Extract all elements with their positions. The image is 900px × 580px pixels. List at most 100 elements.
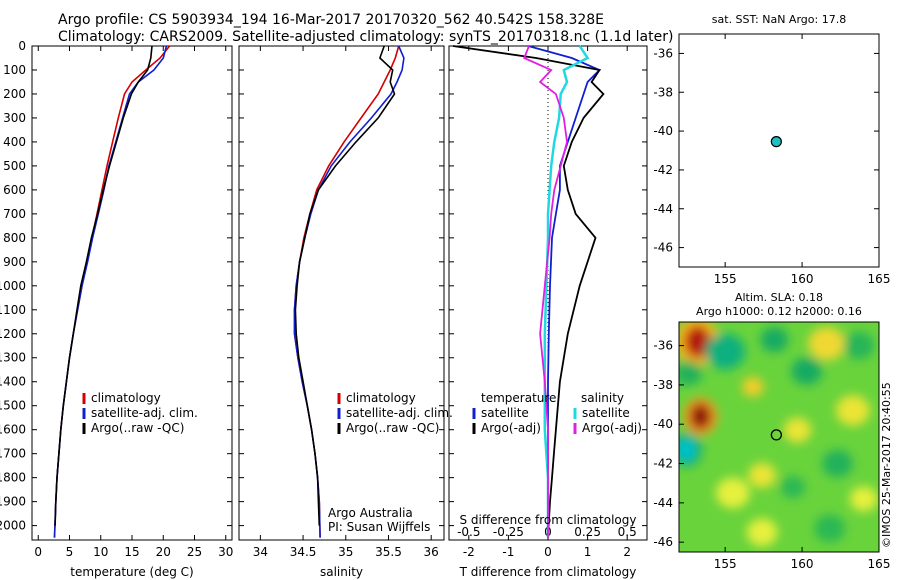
sla-cell [843,331,875,360]
temp-legend-2-label: Argo(..raw -QC) [91,421,184,435]
sla-cell [760,327,789,353]
sla-x-tick-label: 155 [714,557,737,571]
diff-legend-s-argo-label: Argo(-adj) [582,421,642,435]
sla-cell [715,477,750,509]
diff-series-1 [452,45,605,538]
sla-y-tick-label: -42 [653,457,673,471]
diff-x-tick-label: 0 [544,545,552,559]
depth-tick-label: 1500 [0,399,26,413]
sst-y-tick-label: -38 [653,85,673,99]
sla-x-tick-label: 165 [868,557,891,571]
temp-series-2 [54,45,153,526]
depth-tick-label: 1000 [0,279,26,293]
temp-x-tick-label: 15 [124,545,139,559]
temp-x-tick-label: 0 [34,545,42,559]
sla-cell [679,360,703,386]
sst-map-title: sat. SST: NaN Argo: 17.8 [712,13,846,26]
sal-xlabel: salinity [320,565,363,579]
sla-field [679,322,878,547]
temp-legend-1-label: satellite-adj. clim. [91,406,198,420]
depth-tick-label: 1200 [0,327,26,341]
sla-profile-marker [770,429,783,441]
depth-tick-label: 300 [3,111,26,125]
depth-tick-label: 1700 [0,447,26,461]
depth-tick-label: 1300 [0,351,26,365]
diff-x-tick-label: 1 [584,545,592,559]
sst-y-tick-label: -42 [653,163,673,177]
sla-cell [705,333,746,370]
sla-title-1: Altim. SLA: 0.18 [735,291,823,304]
diff-x-tick-label: -1 [502,545,514,559]
sla-cell [746,518,778,547]
diff-x2label: S difference from climatology [460,513,637,527]
depth-tick-label: 1800 [0,471,26,485]
sla-cell [684,325,711,358]
sla-y-tick-label: -36 [653,339,673,353]
diff-legend-s-sat-label: satellite [582,406,630,420]
depth-tick-label: 200 [3,87,26,101]
temp-x-tick-label: 30 [218,545,233,559]
sla-y-tick-label: -44 [653,496,673,510]
sla-cell [748,462,776,488]
sst-x-tick-label: 165 [868,272,891,286]
sla-x-tick-label: 160 [791,557,814,571]
title-line-2: Climatology: CARS2009. Satellite-adjuste… [58,29,674,45]
diff-legend-t-argo-label: Argo(-adj) [481,421,541,435]
temp-series-1 [53,45,168,538]
sla-cell [849,486,878,512]
sst-map-axes [678,33,880,268]
depth-tick-label: 600 [3,183,26,197]
title-line-1: Argo profile: CS 5903934_194 16-Mar-2017… [58,12,605,28]
sst-x-tick-label: 160 [791,272,814,286]
diff-x2-tick-label: 0.5 [618,525,637,539]
diff-legend-title-s: salinity [581,391,624,405]
sst-y-tick-label: -44 [653,202,673,216]
sst-x-tick-label: 155 [714,272,737,286]
temp-xlabel: temperature (deg C) [70,565,193,579]
sla-cell [835,395,870,426]
sla-heatmap [679,322,879,552]
sal-legend-0-label: climatology [346,391,416,405]
depth-tick-label: 1600 [0,423,26,437]
sal-series-0 [293,45,400,538]
sst-profile-marker [770,136,782,148]
depth-tick-label: 400 [3,135,26,149]
sal-legend-2-label: Argo(..raw -QC) [346,421,439,435]
diff-legend-t-sat-label: satellite [481,406,529,420]
sla-cell [822,449,853,478]
temp-legend-0-label: climatology [91,391,161,405]
sla-cell [690,403,711,430]
temp-x-tick-label: 20 [156,545,171,559]
temp-x-tick-label: 10 [93,545,108,559]
depth-tick-label: 1100 [0,303,26,317]
depth-tick-label: 800 [3,231,26,245]
sla-y-tick-label: -46 [653,535,673,549]
sal-series-1 [293,45,405,538]
sal-x-tick-label: 34.5 [290,545,317,559]
sla-cell [808,327,846,361]
depth-tick-label: 2000 [0,519,26,533]
diff-x2-tick-label: -0.25 [493,525,524,539]
diff-x-tick-label: 2 [623,545,631,559]
temp-x-tick-label: 5 [66,545,74,559]
sal-x-tick-label: 34 [253,545,268,559]
sla-cell [780,476,806,499]
depth-tick-label: 500 [3,159,26,173]
depth-tick-label: 100 [3,63,26,77]
sla-cell [783,417,812,443]
diff-xlabel: T difference from climatology [459,565,637,579]
temp-series-0 [53,45,171,538]
sla-y-tick-label: -38 [653,378,673,392]
salinity-axes [238,45,445,541]
depth-tick-label: 0 [18,39,26,53]
sla-cell [679,438,696,462]
depth-tick-label: 700 [3,207,26,221]
credit-line-1: Argo Australia [328,506,413,520]
sla-cell [742,377,764,397]
sla-map-axes [678,321,880,553]
sst-y-tick-label: -36 [653,46,673,60]
depth-tick-label: 1900 [0,495,26,509]
sal-series-2 [294,45,396,526]
sal-legend-1-label: satellite-adj. clim. [346,406,453,420]
